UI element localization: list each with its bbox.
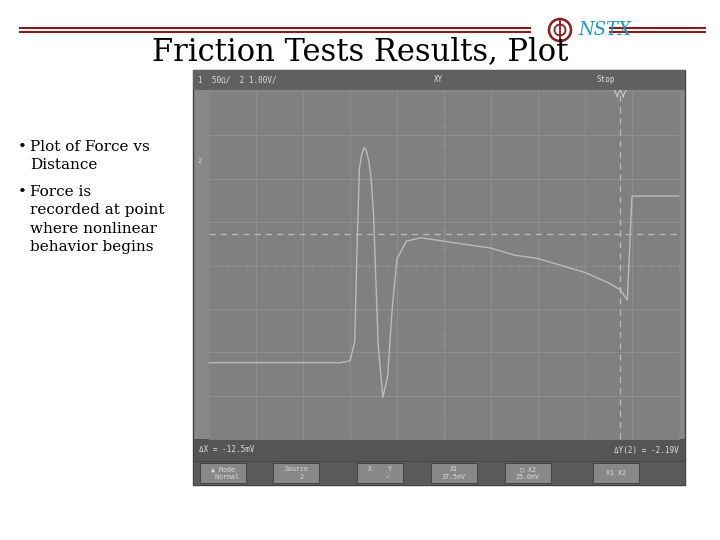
Text: Force is
recorded at point
where nonlinear
behavior begins: Force is recorded at point where nonline… <box>30 185 164 254</box>
Text: ΔY(2) = -2.19V: ΔY(2) = -2.19V <box>614 446 679 455</box>
Text: Stop: Stop <box>596 76 615 84</box>
Text: ○ X2
25.0mV: ○ X2 25.0mV <box>516 466 539 480</box>
Text: 1  50Ω/  2 1.00V/: 1 50Ω/ 2 1.00V/ <box>198 76 276 84</box>
Text: •: • <box>18 140 27 154</box>
Text: X1 X2: X1 X2 <box>606 470 626 476</box>
Bar <box>199 463 246 483</box>
Text: X1
37.5mV: X1 37.5mV <box>442 466 466 480</box>
Bar <box>193 70 685 485</box>
Bar <box>193 70 685 90</box>
Text: NSTX: NSTX <box>578 21 631 39</box>
Text: XY: XY <box>434 76 444 84</box>
Text: ΔX = -12.5mV: ΔX = -12.5mV <box>199 446 254 455</box>
Bar <box>431 463 477 483</box>
Text: Friction Tests Results, Plot: Friction Tests Results, Plot <box>152 37 568 68</box>
Text: 2: 2 <box>198 158 202 164</box>
Bar <box>193 439 685 461</box>
Text: Plot of Force vs
Distance: Plot of Force vs Distance <box>30 140 150 172</box>
Bar <box>593 463 639 483</box>
Bar <box>209 92 679 439</box>
Text: ▲ Mode
  Normal: ▲ Mode Normal <box>207 466 238 480</box>
Bar <box>357 463 403 483</box>
Text: •: • <box>18 185 27 199</box>
Bar <box>193 461 685 485</box>
Text: X    Y
    ✓: X Y ✓ <box>368 466 392 480</box>
Text: Source
   2: Source 2 <box>284 466 308 480</box>
Bar <box>274 463 320 483</box>
Bar <box>505 463 551 483</box>
